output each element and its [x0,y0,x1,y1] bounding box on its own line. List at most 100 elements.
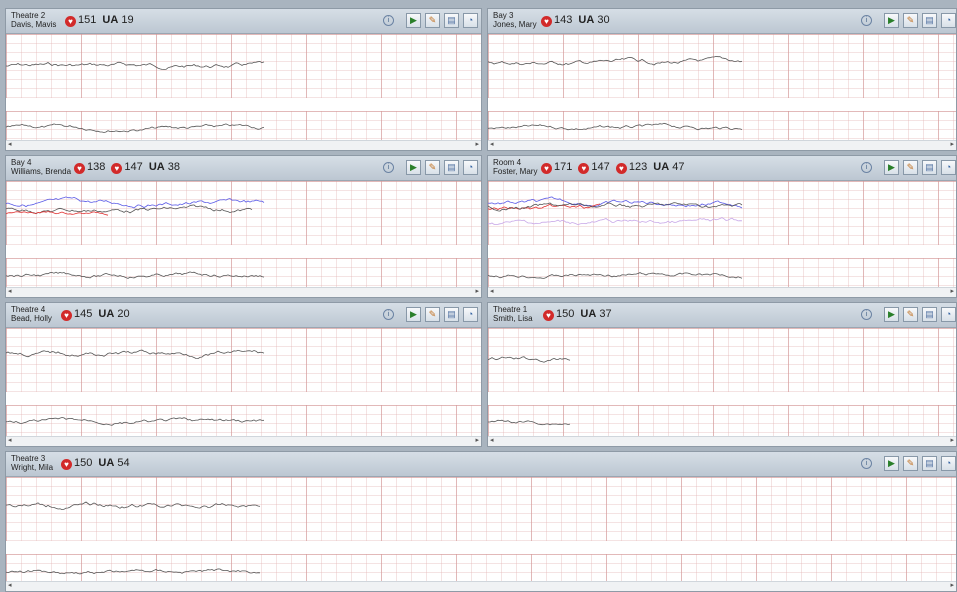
scroll-right-icon[interactable]: ▸ [475,437,479,444]
trace-line [488,196,743,209]
note-icon: ▤ [925,15,934,25]
note-button[interactable]: ▤ [922,13,937,28]
heart-icon: ♥ [541,16,552,27]
ua-value: 30 [597,14,610,26]
note-button[interactable]: ▤ [922,160,937,175]
play-button[interactable]: ▶ [884,307,899,322]
horizontal-scrollbar[interactable]: ◂ ▸ [488,287,956,297]
info-icon[interactable]: i [383,15,394,26]
ua-value: 19 [121,14,134,26]
play-button[interactable]: ▶ [884,160,899,175]
vitals: ♥ 138 ♥ 147 UA 38 [71,161,180,174]
play-button[interactable]: ▶ [406,307,421,322]
note-icon: ▤ [447,15,456,25]
zoom-button[interactable]: ◔ [463,307,478,322]
fhr-trace [488,196,743,226]
ua-value: 47 [672,161,685,173]
marker-icon: ✎ [428,15,437,25]
play-button[interactable]: ▶ [406,13,421,28]
panel-header: Theatre 4 Bead, Holly ♥ 145 UA 20 i ▶ ✎ ▤… [6,303,481,328]
scroll-left-icon[interactable]: ◂ [8,582,12,589]
info-icon[interactable]: i [861,458,872,469]
note-button[interactable]: ▤ [922,456,937,471]
zoom-button[interactable]: ◔ [941,456,956,471]
zoom-icon: ◔ [945,458,952,468]
heart-icon: ♥ [541,163,552,174]
play-icon: ▶ [888,162,895,172]
monitor-panel: Bay 4 Williams, Brenda ♥ 138 ♥ 147 UA 38 i… [5,155,482,298]
toco-trace [6,417,265,426]
zoom-icon: ◔ [945,309,952,319]
zoom-button[interactable]: ◔ [463,13,478,28]
play-button[interactable]: ▶ [406,160,421,175]
marker-button[interactable]: ✎ [903,13,918,28]
marker-button[interactable]: ✎ [425,13,440,28]
ua-label: UA [653,161,670,173]
toco-chart [6,258,481,292]
play-button[interactable]: ▶ [884,456,899,471]
panel-header: Bay 3 Jones, Mary ♥ 143 UA 30 i ▶ ✎ ▤ ◔ [488,9,956,34]
scroll-left-icon[interactable]: ◂ [8,288,12,295]
location-label: Theatre 1 [493,305,528,314]
marker-button[interactable]: ✎ [903,456,918,471]
note-button[interactable]: ▤ [444,13,459,28]
info-icon[interactable]: i [861,309,872,320]
scroll-left-icon[interactable]: ◂ [490,141,494,148]
toco-trace [488,122,743,131]
scroll-left-icon[interactable]: ◂ [490,288,494,295]
heart-icon: ♥ [74,163,85,174]
scroll-right-icon[interactable]: ▸ [950,288,954,295]
marker-icon: ✎ [906,15,915,25]
zoom-button[interactable]: ◔ [941,307,956,322]
monitor-panel: Theatre 4 Bead, Holly ♥ 145 UA 20 i ▶ ✎ ▤… [5,302,482,447]
panel-header: Theatre 3 Wright, Mila ♥ 150 UA 54 i ▶ ✎ … [6,452,956,477]
scroll-right-icon[interactable]: ▸ [950,582,954,589]
info-icon[interactable]: i [383,309,394,320]
marker-button[interactable]: ✎ [903,307,918,322]
play-button[interactable]: ▶ [884,13,899,28]
note-button[interactable]: ▤ [444,307,459,322]
horizontal-scrollbar[interactable]: ◂ ▸ [6,287,481,297]
marker-button[interactable]: ✎ [903,160,918,175]
scroll-left-icon[interactable]: ◂ [490,437,494,444]
trace-line [6,204,253,215]
info-icon[interactable]: i [861,15,872,26]
fhr-trace [6,196,265,216]
ua-label: UA [98,457,115,469]
marker-button[interactable]: ✎ [425,160,440,175]
panel-header: Theatre 2 Davis, Mavis ♥ 151 UA 19 i ▶ ✎ … [6,9,481,34]
fhr-trace [488,356,571,363]
scroll-right-icon[interactable]: ▸ [950,437,954,444]
fhr-value: 147 [124,161,143,173]
horizontal-scrollbar[interactable]: ◂ ▸ [488,140,956,150]
note-icon: ▤ [447,162,456,172]
monitor-panel: Theatre 1 Smith, Lisa ♥ 150 UA 37 i ▶ ✎ ▤… [487,302,957,447]
zoom-button[interactable]: ◔ [941,160,956,175]
horizontal-scrollbar[interactable]: ◂ ▸ [6,581,956,591]
heart-icon: ♥ [543,310,554,321]
marker-button[interactable]: ✎ [425,307,440,322]
note-icon: ▤ [925,162,934,172]
trace-line [6,196,265,209]
horizontal-scrollbar[interactable]: ◂ ▸ [488,436,956,446]
info-icon[interactable]: i [861,162,872,173]
scroll-left-icon[interactable]: ◂ [8,437,12,444]
scroll-right-icon[interactable]: ▸ [475,141,479,148]
patient-name: Wright, Mila [11,463,54,472]
fhr-trace [488,55,743,66]
horizontal-scrollbar[interactable]: ◂ ▸ [6,140,481,150]
scroll-right-icon[interactable]: ▸ [475,288,479,295]
note-button[interactable]: ▤ [444,160,459,175]
zoom-button[interactable]: ◔ [463,160,478,175]
play-icon: ▶ [410,162,417,172]
scroll-left-icon[interactable]: ◂ [8,141,12,148]
info-icon[interactable]: i [383,162,394,173]
note-button[interactable]: ▤ [922,307,937,322]
zoom-button[interactable]: ◔ [941,13,956,28]
horizontal-scrollbar[interactable]: ◂ ▸ [6,436,481,446]
scroll-right-icon[interactable]: ▸ [950,141,954,148]
vitals: ♥ 171 ♥ 147 ♥ 123 UA 47 [538,161,684,174]
play-icon: ▶ [410,15,417,25]
toco-chart [6,111,481,145]
fhr-trace [6,349,265,360]
